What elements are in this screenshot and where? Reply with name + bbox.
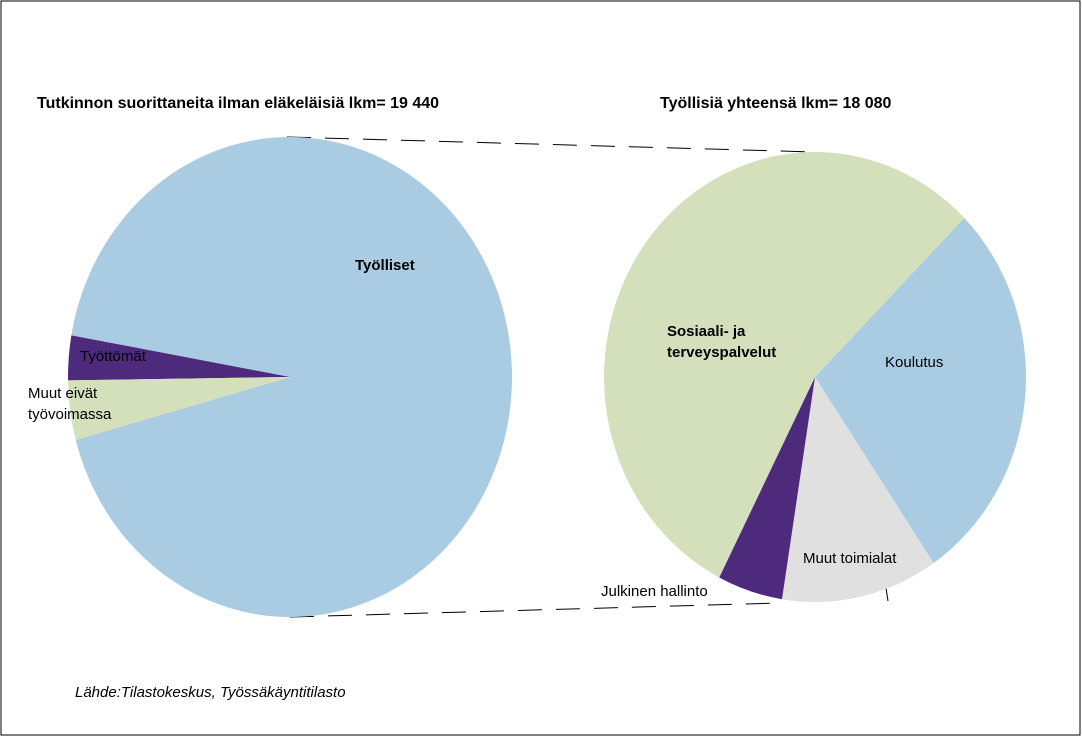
chart-title: Tutkinnon suorittaneita ilman eläkeläisi…	[37, 95, 439, 112]
leader-line	[885, 587, 889, 602]
slice-label: Koulutus	[885, 354, 943, 371]
pie-slice	[719, 377, 815, 600]
pie-slice	[604, 152, 965, 578]
slice-label: Muut toimialat	[803, 550, 897, 567]
connector	[289, 602, 781, 618]
pie-slice	[71, 137, 513, 617]
slice-label: Työttömät	[80, 348, 147, 365]
connector	[286, 136, 816, 153]
source: Lähde:Tilastokeskus, Työssäkäyntitilasto	[75, 684, 346, 701]
pie-slice	[815, 217, 1026, 564]
slice-label: Muut eivät työvoimassa	[28, 385, 112, 423]
pie-slice	[68, 377, 290, 440]
slice-label: Työlliset	[355, 257, 415, 274]
slice-label: Julkinen hallinto	[601, 583, 708, 600]
slice-label: Sosiaali- ja terveyspalvelut	[667, 323, 776, 361]
pie-slice	[68, 335, 290, 381]
chart-title: Työllisiä yhteensä lkm= 18 080	[660, 95, 891, 112]
pie-slice	[781, 377, 934, 603]
